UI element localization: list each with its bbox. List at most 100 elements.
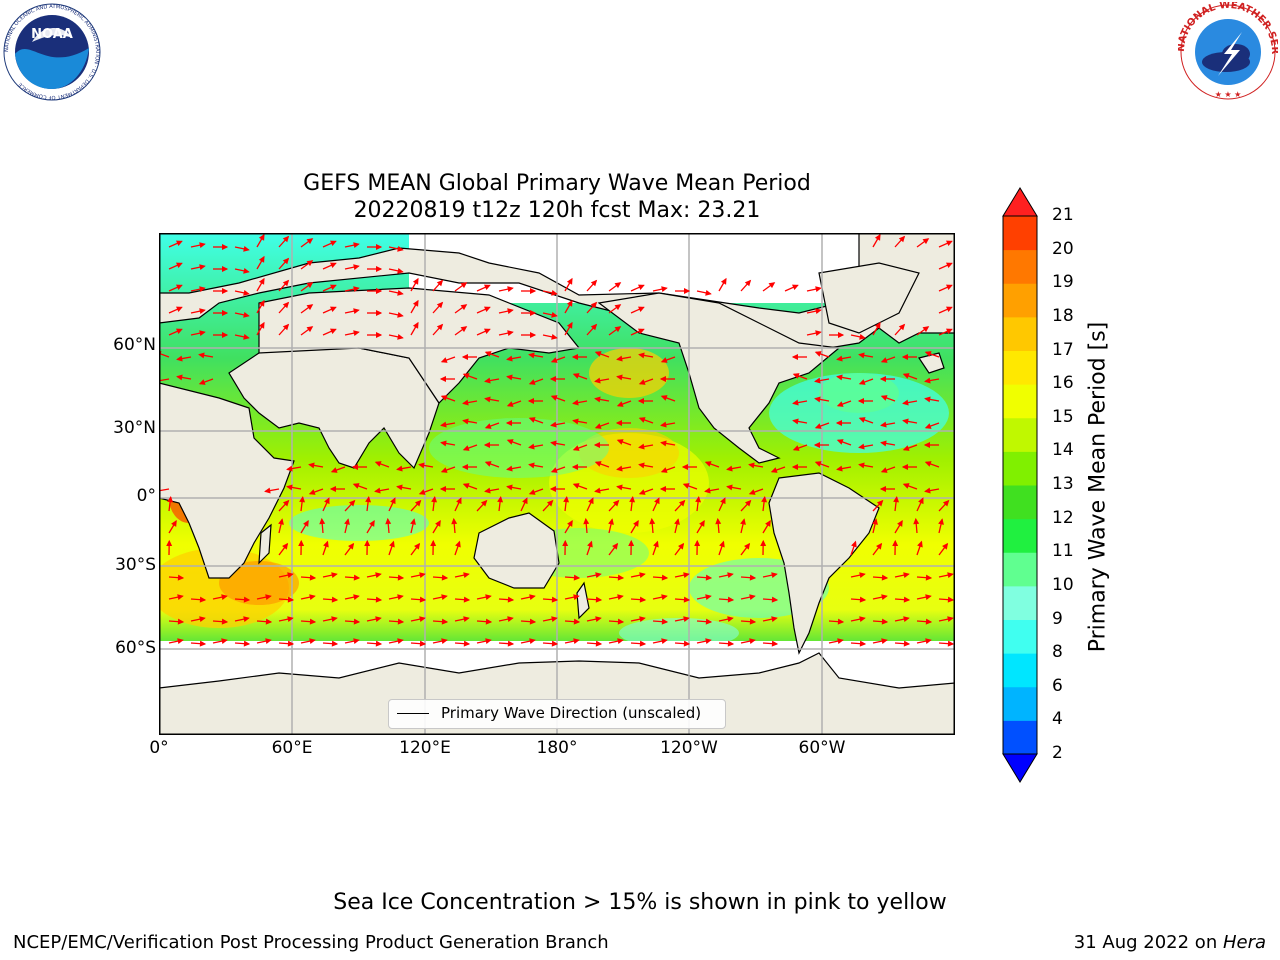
wave-arrow-head — [397, 618, 405, 625]
wave-arrow-head — [858, 417, 866, 423]
wave-arrow-head — [616, 465, 623, 472]
wave-arrow-head — [440, 421, 447, 428]
colorbar-tick-label: 17 — [1052, 339, 1074, 360]
wave-arrow-head — [639, 616, 646, 623]
wave-arrow-head — [414, 499, 422, 507]
wave-arrow-head — [551, 616, 558, 623]
wave-arrow-head — [573, 594, 580, 601]
wave-arrow-head — [306, 304, 314, 311]
wave-arrow-head — [638, 417, 646, 423]
wave-arrow-head — [881, 594, 888, 601]
wave-arrow-head — [551, 640, 559, 647]
colorbar-swatch — [1003, 619, 1037, 654]
wave-arrow-head — [484, 487, 491, 494]
wave-arrow-head — [528, 489, 536, 495]
wave-arrow-head — [638, 328, 645, 335]
wave-arrow-head — [439, 486, 447, 492]
colorbar-swatch — [1003, 585, 1037, 620]
wave-arrow-head — [571, 354, 579, 360]
wave-arrow-head — [879, 486, 887, 492]
wave-arrow-head — [441, 618, 449, 625]
wave-arrow-head — [529, 638, 536, 645]
footer-branch: NCEP/EMC/Verification Post Processing Pr… — [13, 932, 609, 953]
wave-arrow-head — [176, 328, 183, 335]
wave-arrow-head — [612, 542, 619, 550]
wave-arrow-head — [243, 245, 250, 252]
wave-arrow-head — [638, 489, 646, 495]
wave-arrow-head — [462, 399, 469, 406]
wave-arrow-head — [791, 354, 799, 360]
wave-arrow-head — [880, 467, 888, 473]
wave-arrow-head — [177, 618, 185, 625]
colorbar-tick-label: 6 — [1052, 675, 1063, 696]
wave-arrow-head — [857, 398, 865, 404]
wave-arrow-head — [792, 399, 799, 406]
wave-arrow-head — [243, 267, 250, 274]
wave-arrow-head — [748, 462, 755, 469]
wave-arrow-head — [265, 638, 272, 645]
wave-arrow-head — [551, 311, 558, 318]
wave-arrow-head — [572, 418, 579, 425]
wave-arrow-head — [946, 306, 953, 313]
wave-arrow-head — [947, 640, 955, 647]
wave-arrow-head — [836, 439, 844, 445]
wave-arrow-head — [616, 484, 623, 491]
wave-arrow-head — [573, 574, 581, 581]
wave-arrow-head — [681, 464, 689, 470]
wave-arrow-head — [814, 461, 822, 467]
wave-arrow-head — [859, 616, 866, 623]
wave-arrow-head — [638, 379, 646, 385]
wave-arrow-head — [563, 495, 570, 503]
wave-arrow-head — [566, 321, 573, 329]
wave-arrow-head — [678, 542, 685, 550]
colorbar-tick-label: 10 — [1052, 574, 1074, 595]
wave-arrow-head — [902, 445, 910, 451]
wave-arrow-head — [480, 499, 488, 507]
wave-arrow-head — [749, 574, 757, 581]
wave-arrow-head — [893, 495, 900, 503]
wave-arrow-head — [549, 376, 557, 382]
wave-arrow-head — [199, 616, 206, 623]
wave-arrow-head — [419, 596, 427, 603]
wave-arrow-head — [924, 461, 932, 467]
wave-arrow-head — [176, 306, 183, 313]
wave-arrow-head — [572, 373, 580, 379]
wave-arrow-head — [243, 596, 251, 603]
wave-arrow-head — [749, 618, 757, 625]
wave-arrow-head — [287, 616, 294, 623]
wave-arrow-head — [898, 323, 906, 331]
wave-arrow-head — [221, 638, 228, 645]
colorbar-tick-label: 16 — [1052, 373, 1074, 394]
wave-arrow-head — [397, 311, 404, 318]
wave-arrow-head — [306, 326, 314, 333]
wave-arrow-head — [901, 354, 909, 360]
wave-arrow-head — [792, 373, 800, 379]
wave-arrow-head — [617, 618, 625, 625]
wave-arrow-head — [572, 483, 580, 489]
wave-arrow-head — [506, 374, 513, 381]
wave-arrow-head — [330, 240, 337, 247]
footer-date-text: 31 Aug 2022 on — [1073, 932, 1223, 953]
wave-arrow-head — [903, 572, 910, 579]
wave-arrow-head — [353, 618, 361, 625]
wave-arrow-head — [418, 489, 426, 495]
wave-arrow-head — [397, 638, 404, 645]
wave-arrow-head — [881, 618, 889, 625]
wave-arrow-head — [637, 398, 645, 404]
wave-arrow-head — [719, 540, 725, 548]
wave-arrow-head — [617, 574, 625, 581]
colorbar-tick-label: 14 — [1052, 440, 1074, 461]
wave-arrow-head — [638, 306, 645, 313]
wave-arrow-head — [375, 266, 383, 272]
wave-arrow-head — [324, 497, 330, 505]
wave-arrow-head — [901, 464, 909, 470]
wave-arrow-head — [880, 395, 888, 401]
wave-arrow-head — [287, 640, 295, 647]
wave-arrow-head — [740, 518, 746, 525]
wave-arrow-head — [330, 284, 337, 291]
wave-arrow-head — [660, 467, 668, 473]
colorbar-swatch — [1003, 316, 1037, 351]
wave-arrow-head — [879, 376, 887, 382]
wave-arrow-head — [441, 638, 448, 645]
wave-arrow-head — [938, 518, 944, 525]
